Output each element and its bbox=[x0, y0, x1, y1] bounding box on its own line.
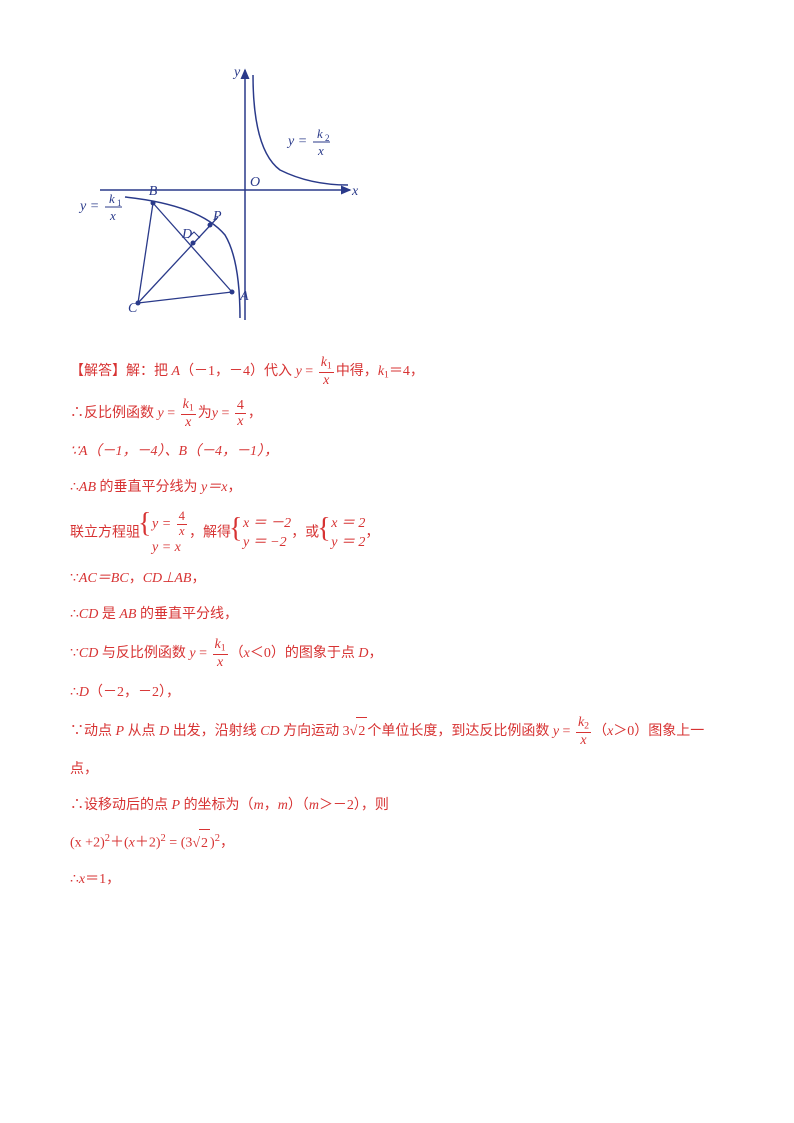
svg-text:B: B bbox=[149, 184, 158, 199]
line-6: ∵AC＝BC，CD⊥AB， bbox=[70, 565, 724, 593]
line-1: 【解答】解：把 A（－1，－4）代入 y = k1x中得，k1＝4， bbox=[70, 355, 724, 389]
svg-text:x: x bbox=[351, 184, 359, 199]
system-2: x ＝ －2y ＝ −2 bbox=[231, 515, 291, 551]
line-11: ∴设移动后的点 P 的坐标为（m，m）（m＞－2），则 bbox=[70, 792, 724, 820]
svg-text:A: A bbox=[239, 289, 249, 304]
line-7: ∴CD 是 AB 的垂直平分线， bbox=[70, 601, 724, 629]
svg-text:y: y bbox=[232, 65, 241, 80]
svg-text:C: C bbox=[128, 301, 138, 316]
line-13: ∴x＝1， bbox=[70, 866, 724, 894]
line-3: ∵A（－1，－4）、B（－4，－1）， bbox=[70, 438, 724, 466]
line-2: ∴反比例函数 y = k1x为y = 4x， bbox=[70, 397, 724, 431]
coordinate-graph: B A C D P O x y y = k 1 x y = k 2 x bbox=[70, 60, 724, 330]
svg-text:x: x bbox=[109, 208, 116, 223]
system-1: y = 4xy = x bbox=[140, 510, 189, 557]
line-9: ∴D（－2，－2）， bbox=[70, 679, 724, 707]
svg-text:k: k bbox=[109, 191, 115, 206]
line-12: (x +2)2＋(x＋2)2 = (32)2， bbox=[70, 828, 724, 857]
heading: 【解答】 bbox=[70, 364, 126, 379]
fraction: k1x bbox=[319, 355, 334, 389]
system-3: x ＝ 2y ＝ 2 bbox=[319, 515, 365, 551]
svg-text:O: O bbox=[250, 175, 260, 190]
svg-text:k: k bbox=[317, 126, 323, 141]
line-10b: 点， bbox=[70, 756, 724, 784]
line-5: 联立方程驵y = 4xy = x，解得x ＝ －2y ＝ −2，或x ＝ 2y … bbox=[70, 510, 724, 557]
line-8: ∵CD 与反比例函数 y = k1x（x＜0）的图象于点 D， bbox=[70, 637, 724, 671]
line-10: ∵动点 P 从点 D 出发，沿射线 CD 方向运动 32个单位长度，到达反比例函… bbox=[70, 715, 724, 749]
line-4: ∴AB 的垂直平分线为 y＝x， bbox=[70, 474, 724, 502]
svg-text:y =: y = bbox=[78, 199, 99, 214]
svg-text:x: x bbox=[317, 143, 324, 158]
svg-text:y =: y = bbox=[286, 134, 307, 149]
svg-text:D: D bbox=[181, 227, 192, 242]
sqrt: 2 bbox=[350, 717, 368, 746]
